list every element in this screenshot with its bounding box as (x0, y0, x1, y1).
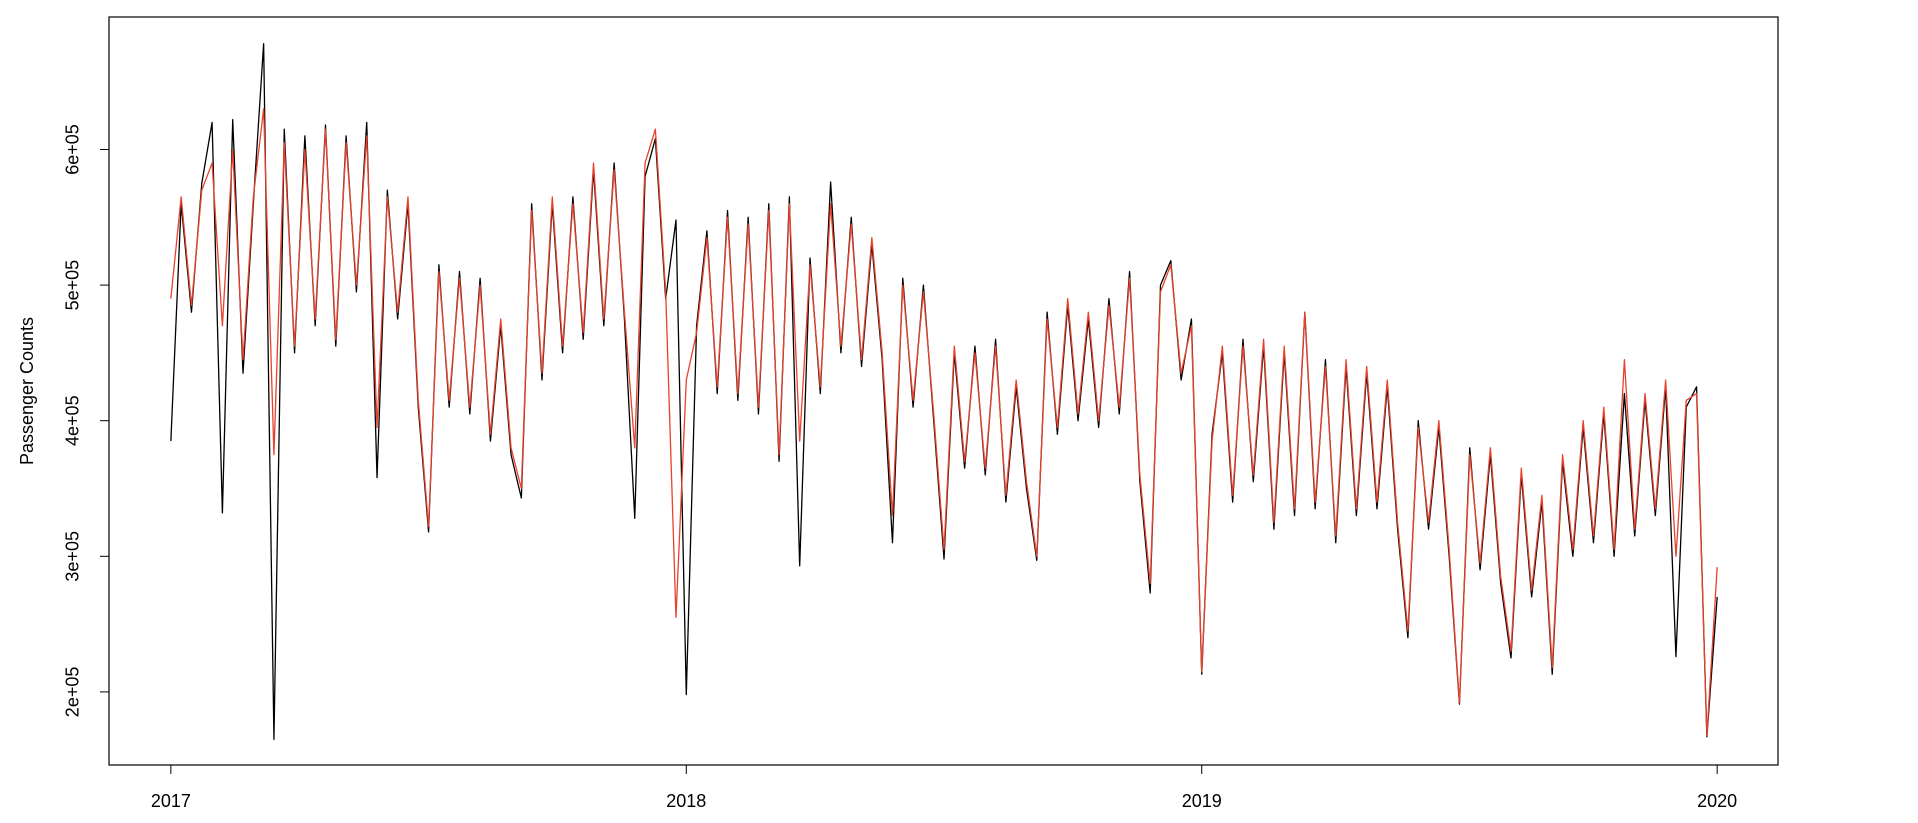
series-line (170, 43, 1718, 741)
plot-frame (108, 16, 1779, 766)
y-tick-label: 4e+05 (63, 395, 83, 446)
y-tick-label: 2e+05 (63, 667, 83, 718)
series-line (170, 108, 1718, 736)
x-tick-label: 2017 (151, 791, 191, 811)
x-tick-label: 2020 (1697, 791, 1737, 811)
x-tick-label: 2019 (1182, 791, 1222, 811)
y-tick-label: 5e+05 (63, 260, 83, 311)
y-axis-label: Passenger Counts (17, 317, 37, 465)
y-tick-label: 6e+05 (63, 124, 83, 175)
y-tick-label: 3e+05 (63, 531, 83, 582)
x-tick-label: 2018 (666, 791, 706, 811)
